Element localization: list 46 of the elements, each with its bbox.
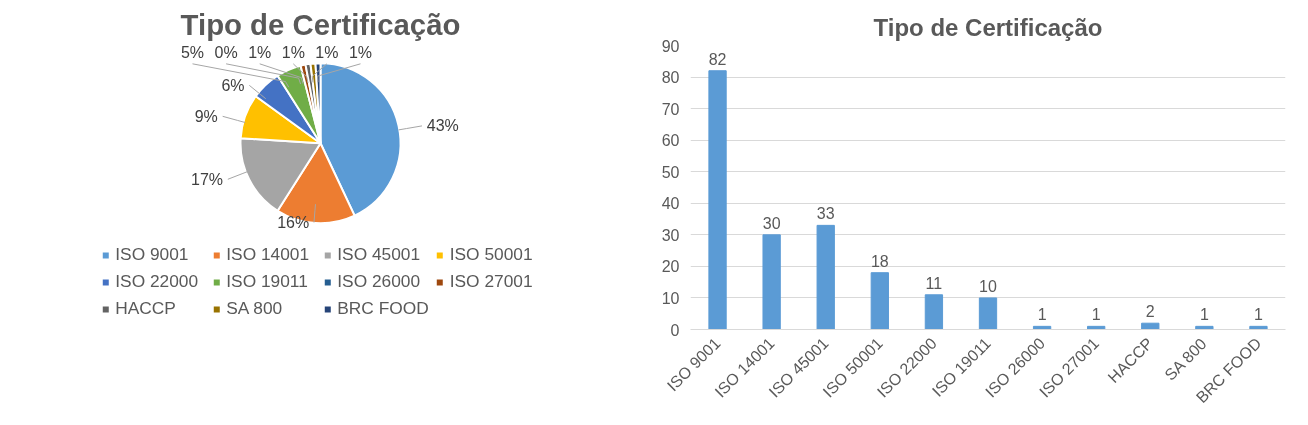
data-label: 1 (1254, 306, 1264, 324)
data-label: 30 (762, 214, 781, 232)
data-label: 9% (194, 107, 218, 125)
y-tick-label: 70 (661, 100, 680, 118)
data-label: 18 (870, 252, 889, 270)
data-label: 33 (816, 205, 835, 223)
chart-title: Tipo de Certificação (873, 13, 1103, 41)
x-tick-label: SA 800 (1161, 335, 1210, 384)
legend-label: ISO 26000 (337, 271, 422, 292)
y-tick-label: 30 (661, 226, 680, 244)
legend-label: HACCP (115, 298, 177, 319)
legend-label: ISO 9001 (115, 244, 190, 265)
y-tick-label: 10 (661, 289, 680, 307)
legend-label: ISO 50001 (449, 244, 534, 265)
data-label: 1% (315, 44, 339, 62)
y-tick-label: 80 (661, 69, 680, 87)
legend-label: ISO 22000 (115, 271, 200, 292)
y-tick-label: 20 (661, 258, 680, 276)
text: 0% (214, 44, 238, 62)
data-label: 5% (180, 44, 205, 62)
legend-label: SA 800 (226, 298, 284, 319)
data-label: 1 (1091, 306, 1101, 324)
chart-title: Tipo de Certificação (180, 7, 461, 41)
legend-label: ISO 19011 (226, 271, 309, 292)
data-label: 10 (979, 277, 997, 295)
y-tick-label: 60 (661, 132, 680, 150)
data-label: 43% (426, 117, 459, 135)
data-label: 1 (1199, 306, 1209, 324)
y-tick-label: 90 (661, 37, 680, 55)
legend-label: ISO 27001 (449, 271, 534, 292)
legend-label: ISO 45001 (337, 244, 422, 265)
data-label: 82 (708, 50, 727, 68)
data-label: 1% (248, 44, 272, 62)
legend-label: ISO 14001 (226, 244, 311, 265)
data-label: 1% (348, 44, 373, 62)
data-label: 1 (1037, 306, 1047, 324)
data-label: 17% (191, 170, 224, 188)
data-label: 16% (277, 213, 310, 231)
legend-label: BRC FOOD (337, 298, 429, 319)
data-label: 6% (221, 76, 245, 94)
y-tick-label: 0 (670, 321, 680, 339)
data-label: 2 (1145, 303, 1155, 321)
y-tick-label: 50 (661, 163, 680, 181)
y-tick-label: 40 (661, 195, 680, 213)
data-label: 11 (925, 274, 943, 292)
data-label: 1% (281, 44, 305, 62)
